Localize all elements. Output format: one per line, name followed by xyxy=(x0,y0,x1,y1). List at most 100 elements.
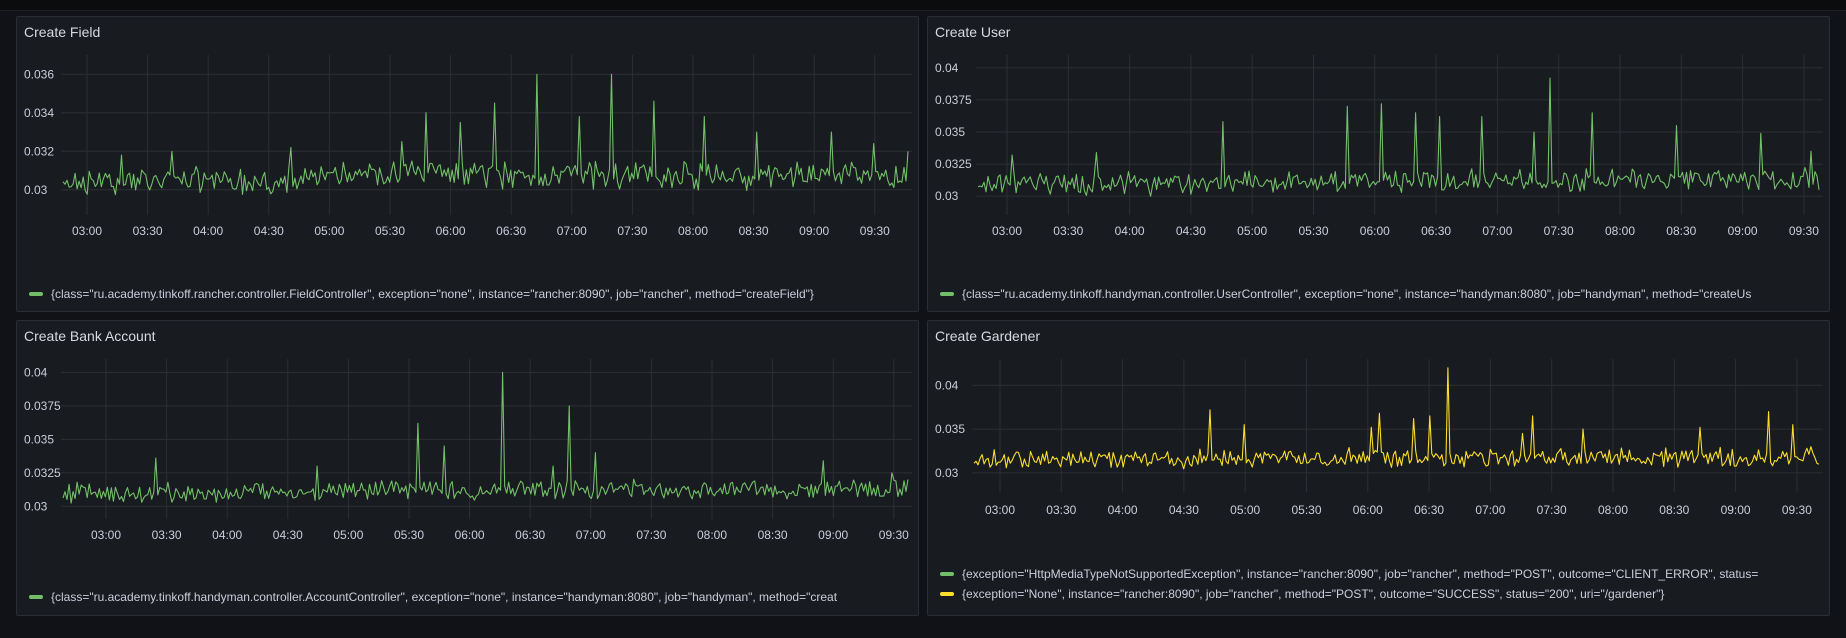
x-tick-label: 08:30 xyxy=(1659,503,1689,517)
chart-create-gardener[interactable]: 0.04 0.035 0.03 03:00 03:30 04:00 04:30 05:00 05… xyxy=(928,321,1830,571)
y-tick-label: 0.04 xyxy=(24,365,48,379)
x-tick-label: 07:00 xyxy=(557,224,587,238)
x-tick-label: 05:30 xyxy=(1291,503,1321,517)
x-tick-label: 09:30 xyxy=(879,528,909,542)
x-tick-label: 09:00 xyxy=(799,224,829,238)
chart-create-user[interactable]: 0.04 0.0375 0.035 0.0325 0.03 03:00 03:30 04:00… xyxy=(928,17,1830,287)
x-tick-label: 06:30 xyxy=(1421,224,1451,238)
x-tick-label: 06:30 xyxy=(1414,503,1444,517)
x-tick-label: 08:00 xyxy=(1598,503,1628,517)
y-tick-label: 0.03 xyxy=(24,499,48,513)
x-tick-label: 09:00 xyxy=(1728,224,1758,238)
x-tick-label: 03:00 xyxy=(985,503,1015,517)
series-line[interactable] xyxy=(62,371,909,504)
legend: {class="ru.academy.tinkoff.rancher.contr… xyxy=(29,284,918,304)
x-tick-label: 04:00 xyxy=(212,528,242,542)
panel-create-field[interactable]: Create Field 0.036 0.034 0.032 0.03 03:00 03:… xyxy=(16,16,919,312)
y-tick-label: 0.03 xyxy=(24,183,48,197)
x-tick-label: 09:00 xyxy=(1721,503,1751,517)
panel-title: Create Gardener xyxy=(935,328,1041,344)
x-tick-label: 08:00 xyxy=(678,224,708,238)
x-tick-label: 07:30 xyxy=(1544,224,1574,238)
x-tick-label: 03:00 xyxy=(91,528,121,542)
x-tick-label: 04:00 xyxy=(1115,224,1145,238)
series-line[interactable] xyxy=(973,367,1820,470)
y-tick-label: 0.0375 xyxy=(935,93,972,107)
x-tick-label: 05:00 xyxy=(333,528,363,542)
legend-swatch xyxy=(29,594,43,599)
x-tick-label: 07:30 xyxy=(636,528,666,542)
legend-item[interactable]: {class="ru.academy.tinkoff.rancher.contr… xyxy=(29,284,918,304)
panel-title: Create Bank Account xyxy=(24,328,156,344)
series-line[interactable] xyxy=(62,73,909,196)
legend-swatch xyxy=(940,291,954,296)
x-tick-label: 06:00 xyxy=(436,224,466,238)
series-line[interactable] xyxy=(977,77,1820,197)
y-tick-label: 0.034 xyxy=(24,106,54,120)
y-tick-label: 0.04 xyxy=(935,61,959,75)
legend-swatch xyxy=(29,291,43,296)
x-tick-label: 06:00 xyxy=(455,528,485,542)
x-tick-label: 04:00 xyxy=(1108,503,1138,517)
legend-label: {exception="None", instance="rancher:809… xyxy=(962,587,1665,601)
x-tick-label: 08:30 xyxy=(1666,224,1696,238)
x-tick-label: 05:00 xyxy=(1230,503,1260,517)
y-tick-label: 0.035 xyxy=(935,422,965,436)
x-tick-label: 04:30 xyxy=(1169,503,1199,517)
x-tick-label: 03:30 xyxy=(1046,503,1076,517)
x-tick-label: 03:30 xyxy=(1053,224,1083,238)
x-tick-label: 08:00 xyxy=(1605,224,1635,238)
y-tick-label: 0.03 xyxy=(935,466,959,480)
panel-title: Create User xyxy=(935,24,1011,40)
panel-title: Create Field xyxy=(24,24,101,40)
x-tick-label: 09:30 xyxy=(1789,224,1819,238)
x-tick-label: 07:00 xyxy=(576,528,606,542)
x-tick-label: 08:00 xyxy=(697,528,727,542)
x-tick-label: 08:30 xyxy=(758,528,788,542)
panel-create-gardener[interactable]: Create Gardener 0.04 0.035 0.03 03:00 03:30 0… xyxy=(927,320,1830,616)
legend-item[interactable]: {class="ru.academy.tinkoff.handyman.cont… xyxy=(940,284,1829,304)
legend: {class="ru.academy.tinkoff.handyman.cont… xyxy=(29,587,918,607)
x-tick-label: 03:30 xyxy=(133,224,163,238)
chart-create-field[interactable]: 0.036 0.034 0.032 0.03 03:00 03:30 04:00 04:30 0… xyxy=(17,17,919,287)
x-tick-label: 06:30 xyxy=(515,528,545,542)
panel-create-user[interactable]: Create User 0.04 0.0375 0.035 0.0325 0.03 03:… xyxy=(927,16,1830,312)
x-tick-label: 05:00 xyxy=(314,224,344,238)
y-tick-label: 0.0375 xyxy=(24,399,61,413)
x-tick-label: 05:30 xyxy=(394,528,424,542)
legend: {class="ru.academy.tinkoff.handyman.cont… xyxy=(940,284,1829,304)
legend: {exception="HttpMediaTypeNotSupportedExc… xyxy=(940,564,1829,604)
legend-item[interactable]: {exception="HttpMediaTypeNotSupportedExc… xyxy=(940,564,1829,584)
x-tick-label: 05:00 xyxy=(1237,224,1267,238)
x-tick-label: 05:30 xyxy=(1298,224,1328,238)
legend-swatch xyxy=(940,571,954,576)
x-tick-label: 08:30 xyxy=(739,224,769,238)
x-tick-label: 06:30 xyxy=(496,224,526,238)
legend-swatch xyxy=(940,591,954,596)
legend-item[interactable]: {class="ru.academy.tinkoff.handyman.cont… xyxy=(29,587,918,607)
y-tick-label: 0.035 xyxy=(24,432,54,446)
panel-create-bank-account[interactable]: Create Bank Account 0.04 0.0375 0.035 0.032… xyxy=(16,320,919,616)
chart-create-bank-account[interactable]: 0.04 0.0375 0.035 0.0325 0.03 03:00 03:30 04:00… xyxy=(17,321,919,591)
x-tick-label: 07:00 xyxy=(1482,224,1512,238)
y-tick-label: 0.0325 xyxy=(24,466,61,480)
x-tick-label: 04:30 xyxy=(1176,224,1206,238)
y-tick-label: 0.03 xyxy=(935,189,959,203)
x-tick-label: 07:30 xyxy=(617,224,647,238)
x-tick-label: 05:30 xyxy=(375,224,405,238)
legend-item[interactable]: {exception="None", instance="rancher:809… xyxy=(940,584,1829,604)
x-tick-label: 09:30 xyxy=(1782,503,1812,517)
x-tick-label: 04:30 xyxy=(254,224,284,238)
x-tick-label: 03:30 xyxy=(152,528,182,542)
x-tick-label: 09:30 xyxy=(860,224,890,238)
top-bar xyxy=(0,0,1846,11)
x-tick-label: 06:00 xyxy=(1360,224,1390,238)
x-tick-label: 07:30 xyxy=(1537,503,1567,517)
x-tick-label: 04:30 xyxy=(273,528,303,542)
x-tick-label: 04:00 xyxy=(193,224,223,238)
x-tick-label: 06:00 xyxy=(1353,503,1383,517)
y-tick-label: 0.035 xyxy=(935,125,965,139)
y-tick-label: 0.036 xyxy=(24,67,54,81)
legend-label: {class="ru.academy.tinkoff.rancher.contr… xyxy=(51,287,814,301)
x-tick-label: 03:00 xyxy=(72,224,102,238)
